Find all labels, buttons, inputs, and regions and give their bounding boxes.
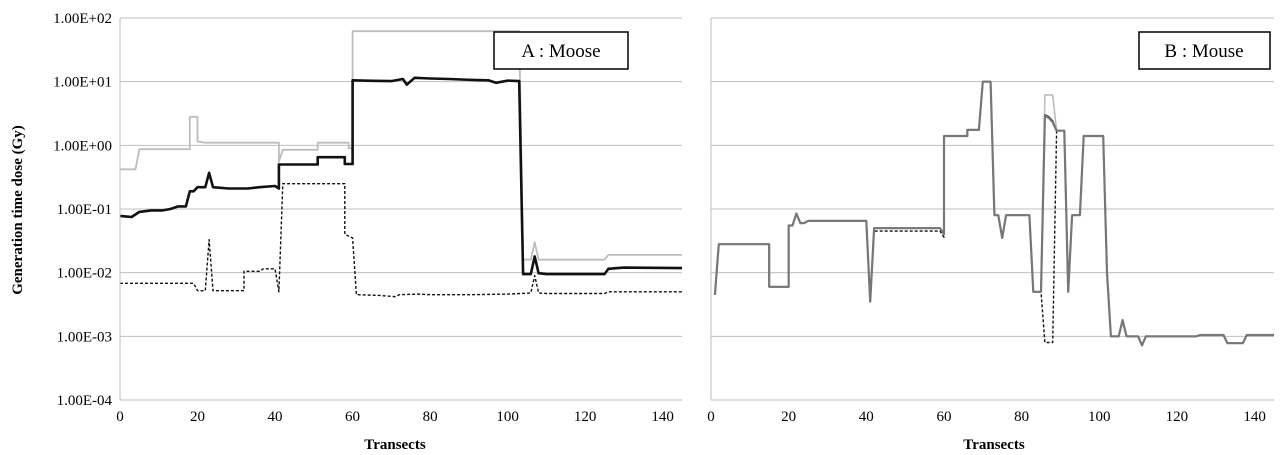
series-group [119,30,683,298]
panel-label: B : Mouse [1164,41,1243,62]
x-tick-label: 120 [574,409,597,425]
x-tick-label: 40 [859,409,874,425]
panel-mouse: 0 20 40 60 80 100 120 140 B : Mouse Transects [707,17,1274,453]
x-tick-label: 20 [190,409,205,425]
series-line-3 [120,183,682,298]
x-tick-label: 20 [781,409,796,425]
y-tick-label: 1.00E-03 [57,329,112,345]
series-line-4 [713,80,1274,347]
x-tick-label: 0 [116,409,124,425]
y-tick-label: 1.00E+00 [53,138,112,154]
y-tick-label: 1.00E+01 [53,75,112,91]
y-tick-labels: 1.00E-04 1.00E-03 1.00E-02 1.00E-01 1.00E+00… [53,11,112,409]
x-tick-label: 60 [936,409,951,425]
x-axis-title: Transects [963,437,1025,453]
y-tick-label: 1.00E-02 [57,266,112,282]
x-tick-label: 80 [423,409,438,425]
grid-lines [711,17,1274,401]
x-tick-labels: 0 20 40 60 80 100 120 140 [116,409,674,425]
y-tick-label: 1.00E-01 [57,202,112,218]
x-tick-labels: 0 20 40 60 80 100 120 140 [707,409,1266,425]
series-line-2 [119,76,683,276]
x-tick-label: 40 [268,409,283,425]
x-tick-label: 140 [1243,409,1266,425]
x-tick-label: 100 [496,409,519,425]
panel-label-box: B : Mouse [1138,31,1271,70]
x-tick-label: 100 [1088,409,1111,425]
x-tick-label: 0 [707,409,715,425]
x-axis-title: Transects [364,437,426,453]
grid-lines [120,17,682,401]
y-axis-title: Generation time dose (Gy) [10,125,26,295]
series-group [713,80,1274,347]
x-tick-label: 80 [1014,409,1029,425]
series-line-1 [120,30,682,261]
panel-label: A : Moose [521,41,600,62]
y-tick-label: 1.00E+02 [53,11,112,27]
panel-moose: 1.00E-04 1.00E-03 1.00E-02 1.00E-01 1.00E+00… [10,11,683,453]
panel-label-box: A : Moose [493,31,629,70]
x-tick-label: 120 [1166,409,1189,425]
x-tick-label: 140 [651,409,674,425]
x-tick-label: 60 [345,409,360,425]
y-tick-label: 1.00E-04 [57,393,113,409]
